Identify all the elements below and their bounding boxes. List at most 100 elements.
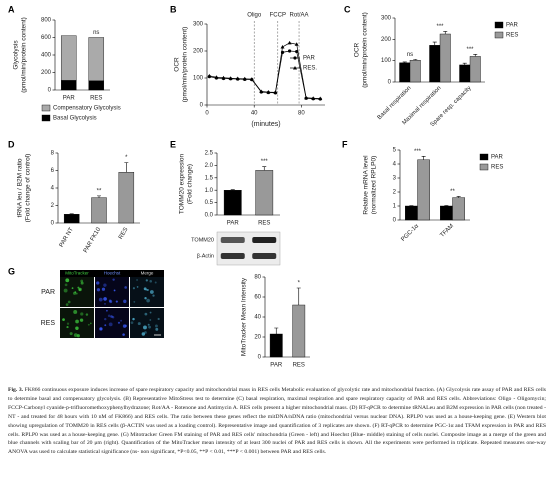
cell [62, 318, 65, 321]
data-point [235, 76, 240, 81]
bar [459, 64, 471, 83]
y-tick-label: 80 [254, 275, 261, 281]
cell [122, 333, 125, 336]
legend-swatch [479, 153, 489, 161]
cell [101, 287, 106, 291]
cell [149, 311, 152, 314]
cell [136, 279, 138, 281]
bar [452, 197, 465, 221]
bar [429, 45, 441, 83]
y-tick-label: 4 [51, 186, 55, 192]
error-bar [97, 195, 101, 198]
data-point [266, 90, 271, 94]
cell [110, 315, 113, 318]
y-axis-label: OCR [354, 42, 361, 57]
cell [73, 333, 78, 338]
channel-label: Merge [141, 271, 154, 276]
significance-label: *** [414, 149, 422, 155]
legend-swatch [41, 104, 51, 112]
y-tick-label: 4 [393, 162, 397, 168]
cell [71, 287, 74, 289]
cell [132, 317, 135, 321]
cell [74, 291, 77, 294]
x-tick-label: 80 [298, 111, 305, 117]
blot-band [220, 253, 245, 259]
cell [63, 288, 68, 293]
caption-text: FK866 continuous exposure induces increa… [8, 387, 547, 456]
cell [148, 325, 151, 329]
panel-label: A [8, 4, 15, 14]
bar [60, 80, 77, 91]
x-tick-label: 40 [251, 111, 258, 117]
micrograph-image [60, 277, 94, 307]
y-tick-label: 200 [41, 70, 52, 76]
data-point [273, 90, 278, 94]
bar [60, 35, 77, 81]
bar [88, 80, 105, 91]
bar [409, 60, 421, 83]
x-axis-label: (minutes) [251, 121, 280, 128]
row-label: PAR [41, 289, 55, 296]
y-tick-label: 800 [41, 18, 52, 24]
data-point [207, 73, 212, 78]
cell [141, 332, 146, 336]
x-tick-label: TFAM [439, 223, 455, 239]
panel-g-images: G MitoTracker Hoechst Merge PAR RES [8, 266, 164, 338]
cell [104, 303, 106, 305]
error-bar [124, 162, 129, 173]
legend-label: RES [491, 165, 503, 171]
significance-label: *** [466, 47, 474, 53]
panel-c: C 0 100 200 300 OCR (pmol/min/protein content)… [344, 4, 519, 128]
cell [143, 287, 147, 291]
blot-label: β-Actin [197, 253, 214, 259]
x-tick-label: RES [293, 363, 305, 369]
cell [124, 286, 127, 289]
cell [104, 317, 107, 321]
y-tick-label: 0.5 [205, 200, 214, 206]
data-point [311, 96, 316, 100]
legend-marker [293, 66, 297, 70]
cell [143, 325, 147, 330]
injection-label: Oligo [247, 13, 262, 19]
y-axis-label: Glycolysis [13, 40, 20, 70]
cell [75, 292, 78, 295]
error-bar [402, 61, 407, 63]
series-line [209, 50, 321, 100]
data-point [287, 40, 292, 45]
cell [123, 299, 127, 304]
header-strip [60, 270, 164, 277]
cell [98, 297, 103, 302]
cell [149, 319, 152, 321]
micrograph-image [130, 308, 164, 338]
cell [144, 312, 148, 316]
cell [112, 278, 115, 281]
cell [144, 297, 147, 300]
cell [146, 289, 149, 291]
significance-label: ns [407, 52, 413, 58]
legend-label: Compensatory Glycolysis [53, 106, 121, 112]
error-bar [421, 156, 426, 160]
figure-caption: Fig. 3. FK866 continuous exposure induce… [8, 386, 546, 457]
error-bar [296, 287, 301, 305]
micrograph-image [130, 277, 164, 307]
cell [108, 322, 113, 327]
significance-label: ns [93, 30, 99, 36]
row-label: RES [41, 320, 56, 327]
y-tick-label: 1 [393, 204, 397, 210]
bar [439, 33, 451, 83]
legend-swatch [494, 21, 504, 29]
blot-band [252, 253, 277, 259]
bar [88, 37, 105, 82]
legend-marker [293, 56, 297, 60]
legend-label: PAR [303, 56, 316, 62]
y-tick-label: 100 [381, 58, 392, 64]
cell [147, 323, 150, 326]
blot-frame [216, 231, 281, 266]
y-axis-label: (pmol/min/protein content) [21, 17, 28, 93]
cell [77, 286, 80, 289]
cell [87, 323, 90, 326]
y-tick-label: 100 [193, 76, 204, 82]
error-bar [462, 62, 467, 65]
x-tick-label: RES [90, 96, 102, 102]
